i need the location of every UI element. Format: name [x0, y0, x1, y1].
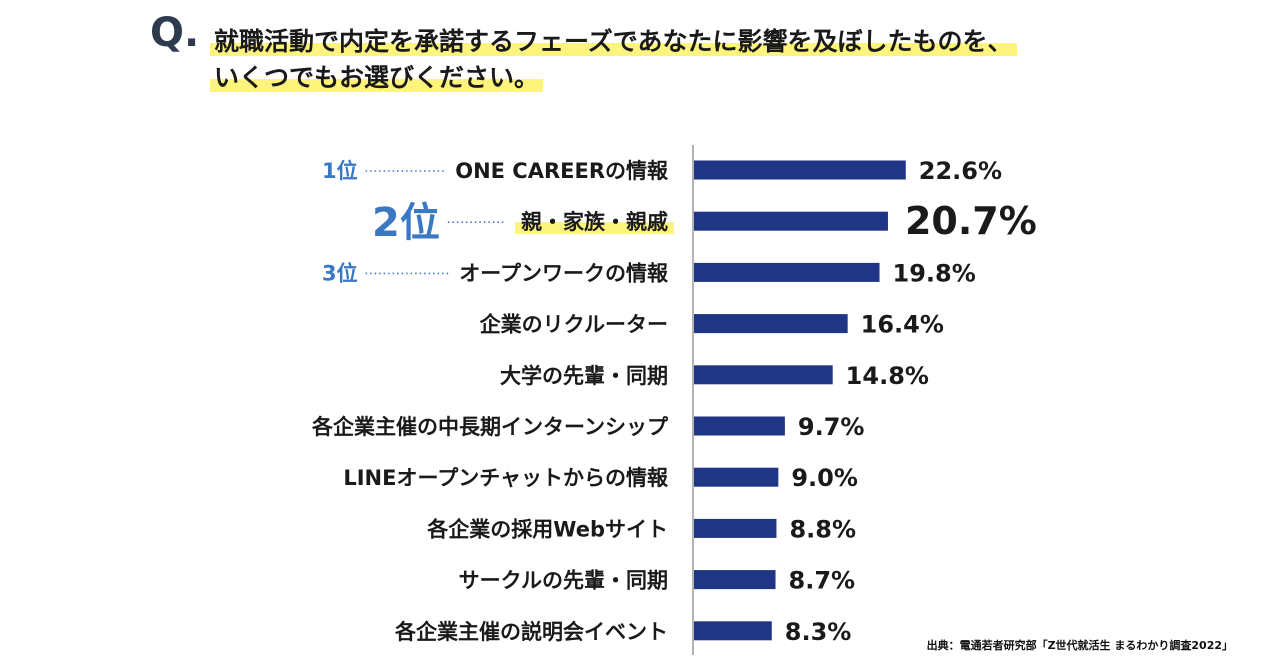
value-label-9: 8.7%	[789, 567, 856, 595]
question-line-2: いくつでもお選びください。	[210, 60, 544, 96]
value-label-1: 22.6%	[919, 157, 1002, 185]
bar-2	[694, 211, 888, 231]
rank-label-1: 1位	[322, 159, 358, 183]
value-label-7: 9.0%	[791, 464, 858, 492]
category-label-6: 各企業主催の中長期インターンシップ	[311, 415, 669, 439]
category-label-3: オープンワークの情報	[459, 261, 669, 285]
rank-label-3: 3位	[322, 261, 358, 285]
bar-4	[694, 314, 848, 334]
question-mark: Q.	[150, 10, 200, 56]
question-text-2: いくつでもお選びください。	[210, 63, 544, 92]
value-label-5: 14.8%	[846, 362, 929, 390]
bar-3	[694, 262, 880, 282]
question-text-1: 就職活動で内定を承諾するフェーズであなたに影響を及ぼしたものを、	[210, 27, 1017, 56]
category-label-10: 各企業主催の説明会イベント	[394, 620, 668, 644]
value-label-2: 20.7%	[905, 199, 1037, 243]
question-line-1: 就職活動で内定を承諾するフェーズであなたに影響を及ぼしたものを、	[210, 24, 1017, 60]
value-label-3: 19.8%	[893, 259, 976, 287]
value-label-6: 9.7%	[798, 413, 865, 441]
rank-label-2: 2位	[372, 200, 440, 246]
category-label-5: 大学の先輩・同期	[500, 364, 668, 388]
value-label-8: 8.8%	[789, 515, 856, 543]
bar-9	[694, 570, 776, 590]
bar-7	[694, 467, 779, 487]
bar-10	[694, 621, 772, 641]
category-label-9: サークルの先輩・同期	[459, 569, 668, 593]
bar-6	[694, 416, 785, 436]
category-highlight	[515, 222, 674, 235]
bar-8	[694, 518, 777, 538]
category-label-7: LINEオープンチャットからの情報	[343, 466, 669, 490]
value-label-10: 8.3%	[785, 618, 852, 646]
category-label-8: 各企業の採用Webサイト	[426, 517, 668, 541]
category-label-2: 親・家族・親戚	[521, 210, 668, 234]
bar-5	[694, 365, 833, 385]
value-label-4: 16.4%	[861, 311, 944, 339]
source-note: 出典：電通若者研究部「Z世代就活生 まるわかり調査2022」	[926, 639, 1233, 652]
category-label-1: ONE CAREERの情報	[455, 159, 669, 183]
bar-1	[694, 160, 906, 180]
category-label-4: 企業のリクルーター	[479, 313, 668, 337]
